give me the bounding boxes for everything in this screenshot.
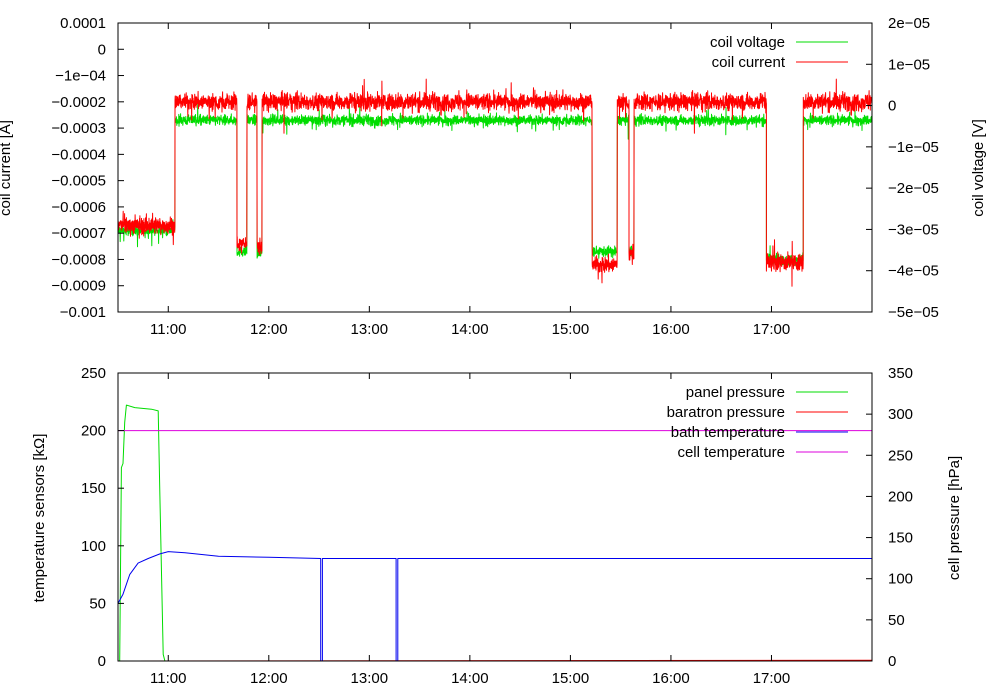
top-xtick-label: 12:00 [250,321,288,338]
top-ticks-group: 11:00 12:00 13:00 14:00 15:00 16:00 17:00 0.000… [51,15,939,338]
bottom-xtick-label: 11:00 [150,670,186,687]
bottom-legend: panel pressure baratron pressure bath temp… [667,384,848,461]
top-y2tick-label: 2e−05 [888,15,930,32]
top-ytick-label: −0.0006 [51,199,106,216]
top-series-coil-current-line [117,78,873,287]
bottom-ylabel: temperature sensors [kΩ] [31,434,48,603]
bottom-panel: 11:00 12:00 13:00 14:00 15:00 16:00 17:00 250 20… [31,365,963,687]
bottom-ytick-label: 50 [89,595,106,612]
bottom-y2tick-label: 250 [888,447,913,464]
bottom-ytick-label: 200 [81,423,106,440]
bottom-plot-frame [117,372,873,662]
bottom-series-panel-pressure-line [119,404,872,662]
top-plot-frame [117,22,873,313]
top-xtick-label: 13:00 [351,321,389,338]
bottom-xtick-label: 14:00 [451,670,489,687]
top-y2tick-label: 0 [888,98,896,115]
top-legend-label: coil current [712,54,786,71]
top-ytick-label: 0 [98,41,106,58]
top-xtick-label: 16:00 [652,321,690,338]
top-ytick-label: −0.0004 [51,146,106,163]
top-y2tick-label: −4e−05 [888,263,939,280]
top-panel: 11:00 12:00 13:00 14:00 15:00 16:00 17:00 0.000… [0,15,987,338]
top-xtick-label: 11:00 [150,321,186,338]
bottom-ytick-label: 0 [98,653,106,670]
bottom-ytick-label: 250 [81,365,106,382]
top-ylabel: coil current [A] [0,120,14,216]
top-legend-label: coil voltage [710,34,785,51]
bottom-ytick-label: 150 [81,480,106,497]
bottom-legend-label: cell temperature [677,444,785,461]
bottom-legend-label: baratron pressure [667,404,785,421]
top-ytick-label: −0.0007 [51,225,106,242]
top-series-coil-voltage-line [117,101,873,269]
bottom-legend-label: panel pressure [686,384,785,401]
bottom-y2tick-label: 200 [888,488,913,505]
top-y2tick-label: −3e−05 [888,221,939,238]
bottom-y2tick-label: 0 [888,653,896,670]
top-y2tick-label: 1e−05 [888,56,930,73]
top-y2tick-label: −5e−05 [888,304,939,321]
top-legend: coil voltage coil current [710,34,848,71]
top-ytick-label: −0.0008 [51,251,106,268]
bottom-legend-label: bath temperature [671,424,785,441]
bottom-xtick-label: 12:00 [250,670,288,687]
top-y2label: coil voltage [V] [970,119,987,217]
top-ytick-label: −1e−04 [55,68,106,85]
top-ytick-label: −0.0009 [51,278,106,295]
top-xtick-label: 14:00 [451,321,489,338]
bottom-y2tick-label: 350 [888,365,913,382]
top-xtick-label: 15:00 [552,321,590,338]
top-y2tick-label: −1e−05 [888,139,939,156]
bottom-y2tick-label: 50 [888,612,905,629]
bottom-y2label: cell pressure [hPa] [946,456,963,580]
top-series-group [117,78,873,287]
top-y2tick-label: −2e−05 [888,180,939,197]
top-ytick-label: −0.0003 [51,120,106,137]
top-ytick-label: −0.0005 [51,173,106,190]
top-ytick-label: 0.0001 [60,15,106,32]
bottom-xtick-label: 17:00 [753,670,791,687]
bottom-xtick-label: 16:00 [652,670,690,687]
bottom-xtick-label: 13:00 [351,670,389,687]
top-ytick-label: −0.0002 [51,94,106,111]
bottom-ticks-group: 11:00 12:00 13:00 14:00 15:00 16:00 17:00 250 20… [81,365,913,687]
bottom-y2tick-label: 150 [888,530,913,547]
bottom-ytick-label: 100 [81,538,106,555]
bottom-xtick-label: 15:00 [552,670,590,687]
top-ytick-label: −0.001 [60,304,106,321]
bottom-y2tick-label: 300 [888,406,913,423]
top-xtick-label: 17:00 [753,321,791,338]
bottom-series-bath-temperature-line [117,551,872,662]
bottom-y2tick-label: 100 [888,571,913,588]
